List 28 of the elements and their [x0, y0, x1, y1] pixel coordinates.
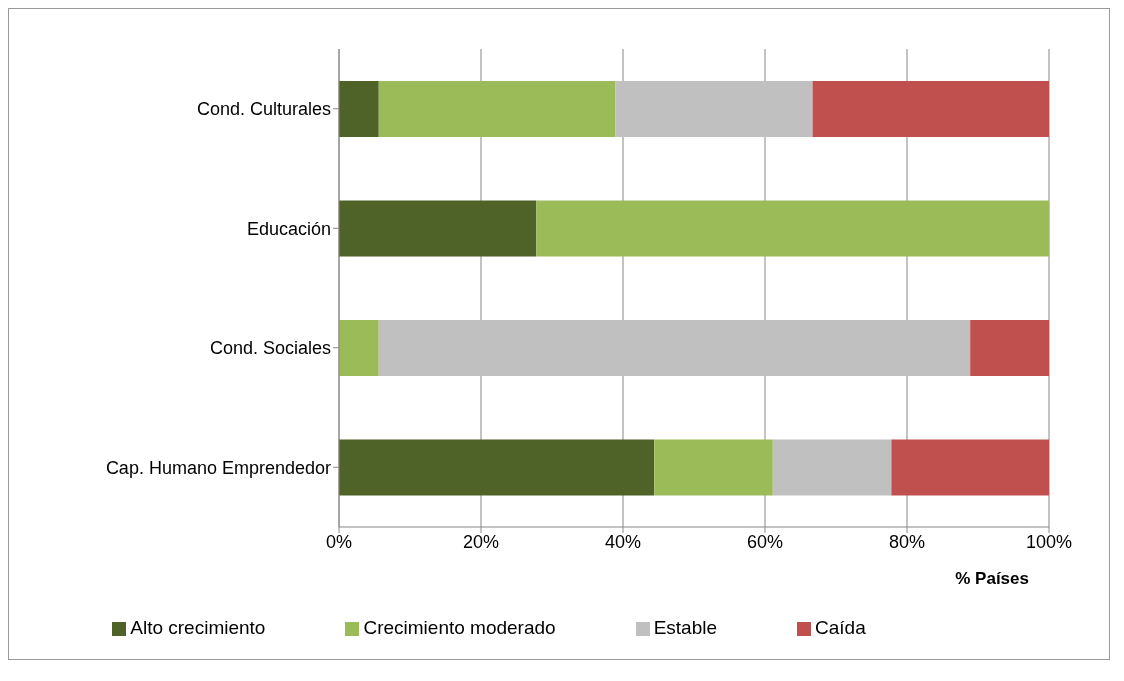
bar — [891, 439, 1049, 496]
y-tick-label: Cap. Humano Emprendedor — [105, 457, 331, 478]
x-tick-label: 100% — [1025, 531, 1073, 552]
bar — [654, 439, 773, 496]
bar — [339, 200, 537, 257]
x-tick-label: 0% — [325, 531, 353, 552]
legend-label: Estable — [653, 617, 718, 638]
bar — [970, 320, 1049, 376]
bar — [378, 320, 971, 376]
x-tick-label: 40% — [604, 531, 642, 552]
bar — [772, 439, 892, 496]
bar — [615, 81, 813, 137]
bar — [339, 439, 655, 496]
y-tick-label: Cond. Sociales — [209, 338, 331, 359]
bar — [378, 81, 616, 137]
legend-label: Crecimiento moderado — [363, 617, 556, 638]
legend-label: Alto crecimiento — [130, 617, 266, 638]
y-tick-label: Educación — [246, 218, 331, 239]
bar — [536, 200, 1049, 257]
x-axis-title: % Países — [955, 569, 1029, 589]
x-tick-label: 80% — [888, 531, 926, 552]
bar — [339, 320, 379, 376]
x-tick-label: 60% — [746, 531, 784, 552]
y-tick-label: Cond. Culturales — [196, 99, 331, 120]
legend-label: Caída — [815, 617, 866, 638]
bar — [339, 81, 379, 137]
x-tick-label: 20% — [462, 531, 500, 552]
bar — [812, 81, 1049, 137]
